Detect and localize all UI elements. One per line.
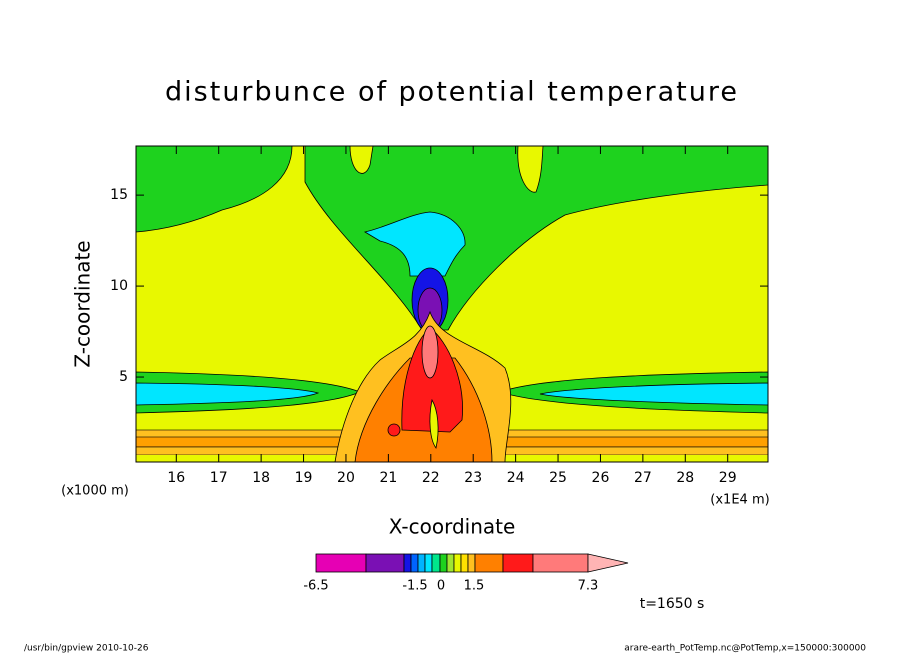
x-tick-label: 21 (379, 470, 397, 486)
time-note: t=1650 s (640, 596, 705, 612)
x-tick-label: 23 (464, 470, 482, 486)
chart-title: disturbunce of potential temperature (165, 77, 739, 108)
x-tick-label: 16 (167, 470, 185, 486)
left-note: (x1000 m) (61, 484, 129, 499)
y-tick-label: 5 (119, 369, 128, 385)
x-tick-label: 17 (210, 470, 228, 486)
x-tick-label: 27 (634, 470, 652, 486)
plot-frame (135, 145, 769, 463)
y-tick-label: 10 (110, 278, 128, 294)
x-tick-label: 25 (549, 470, 567, 486)
axes: 16 17 18 19 20 21 22 23 24 25 26 27 28 29 5 10 15 (110, 146, 768, 486)
colorbar (315, 553, 629, 573)
x-tick-label: 22 (422, 470, 440, 486)
colorbar-label: 7.3 (578, 579, 599, 594)
x-axis-label: X-coordinate (389, 515, 516, 539)
contour-field (136, 146, 768, 462)
y-tick-label: 15 (110, 187, 128, 203)
x-tick-label: 19 (295, 470, 313, 486)
colorbar-label: -1.5 (402, 579, 427, 594)
footer-right: arare-earth_PotTemp.nc@PotTemp,x=150000:… (624, 644, 866, 654)
x-tick-label: 26 (592, 470, 610, 486)
colorbar-label: 1.5 (464, 579, 485, 594)
x-tick-label: 24 (507, 470, 525, 486)
footer-left: /usr/bin/gpview 2010-10-26 (24, 644, 149, 654)
x-tick-label: 28 (676, 470, 694, 486)
x-tick-label: 29 (719, 470, 737, 486)
x-tick-label: 18 (252, 470, 270, 486)
x-tick-label: 20 (337, 470, 355, 486)
colorbar-label: 0 (437, 579, 445, 594)
y-axis-label: Z-coordinate (71, 240, 95, 367)
colorbar-label: -6.5 (303, 579, 328, 594)
x-unit: (x1E4 m) (710, 493, 769, 508)
